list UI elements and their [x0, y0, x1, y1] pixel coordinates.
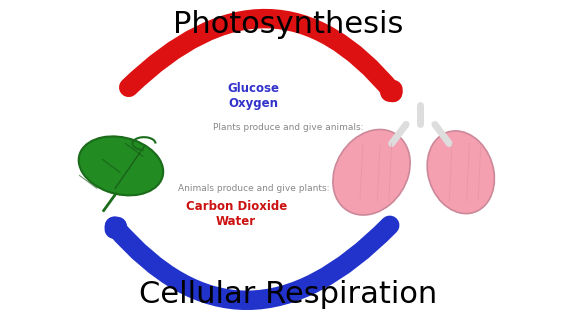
- Text: Carbon Dioxide
Water: Carbon Dioxide Water: [185, 200, 287, 228]
- Text: Plants produce and give animals:: Plants produce and give animals:: [213, 123, 363, 132]
- FancyArrowPatch shape: [114, 225, 390, 300]
- Ellipse shape: [79, 137, 163, 195]
- Text: Animals produce and give plants:: Animals produce and give plants:: [177, 184, 329, 193]
- FancyArrowPatch shape: [128, 19, 393, 93]
- Ellipse shape: [333, 130, 410, 215]
- Ellipse shape: [427, 131, 494, 214]
- Text: Cellular Respiration: Cellular Respiration: [139, 280, 437, 309]
- Text: Photosynthesis: Photosynthesis: [173, 10, 403, 39]
- Text: Glucose
Oxygen: Glucose Oxygen: [228, 82, 279, 110]
